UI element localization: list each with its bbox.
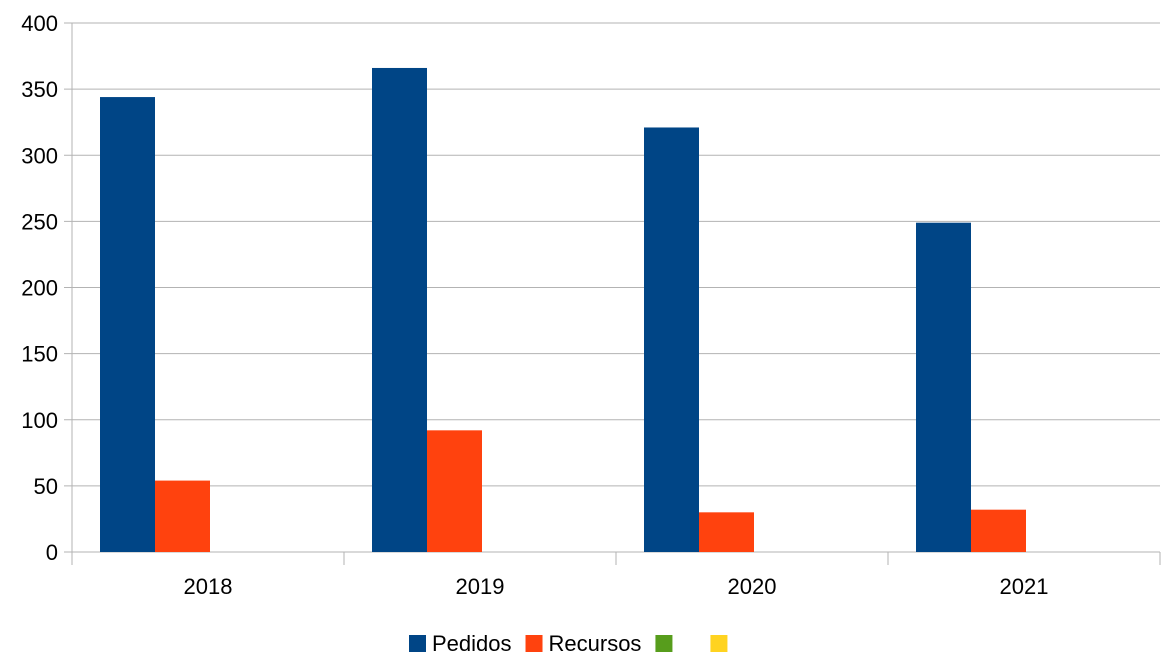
bar-pedidos-2020 [644, 127, 699, 552]
y-tick-label: 50 [34, 474, 58, 499]
bar-pedidos-2021 [916, 222, 971, 552]
x-tick-label: 2018 [184, 574, 233, 599]
bar-recursos-2021 [971, 509, 1026, 552]
y-tick-label: 300 [21, 143, 58, 168]
y-axis-tick-labels: 0 50 100 150 200 250 300 350 400 [21, 11, 58, 565]
bars [100, 67, 1026, 552]
legend-label: Pedidos [432, 631, 512, 656]
legend-swatch [710, 635, 728, 652]
bar-recursos-2018 [155, 480, 210, 552]
bar-recursos-2019 [427, 430, 482, 552]
x-tick-label: 2020 [728, 574, 777, 599]
y-tick-label: 400 [21, 11, 58, 36]
x-tick-label: 2021 [1000, 574, 1049, 599]
bar-pedidos-2019 [372, 67, 427, 552]
gridlines [72, 22, 1160, 487]
bar-recursos-2020 [699, 512, 754, 552]
y-tick-label: 100 [21, 408, 58, 433]
y-tick-label: 150 [21, 342, 58, 367]
legend-swatch [525, 635, 543, 652]
legend-swatch [409, 635, 426, 652]
axes [64, 22, 1161, 565]
legend: Pedidos Recursos [409, 631, 728, 656]
y-tick-label: 0 [46, 540, 58, 565]
x-axis-tick-labels: 2018 2019 2020 2021 [184, 574, 1049, 599]
y-tick-label: 350 [21, 77, 58, 102]
y-tick-label: 200 [21, 276, 58, 301]
bar-pedidos-2018 [100, 97, 155, 552]
y-tick-label: 250 [21, 209, 58, 234]
x-tick-label: 2019 [456, 574, 505, 599]
legend-swatch [655, 635, 673, 652]
legend-label: Recursos [549, 631, 642, 656]
